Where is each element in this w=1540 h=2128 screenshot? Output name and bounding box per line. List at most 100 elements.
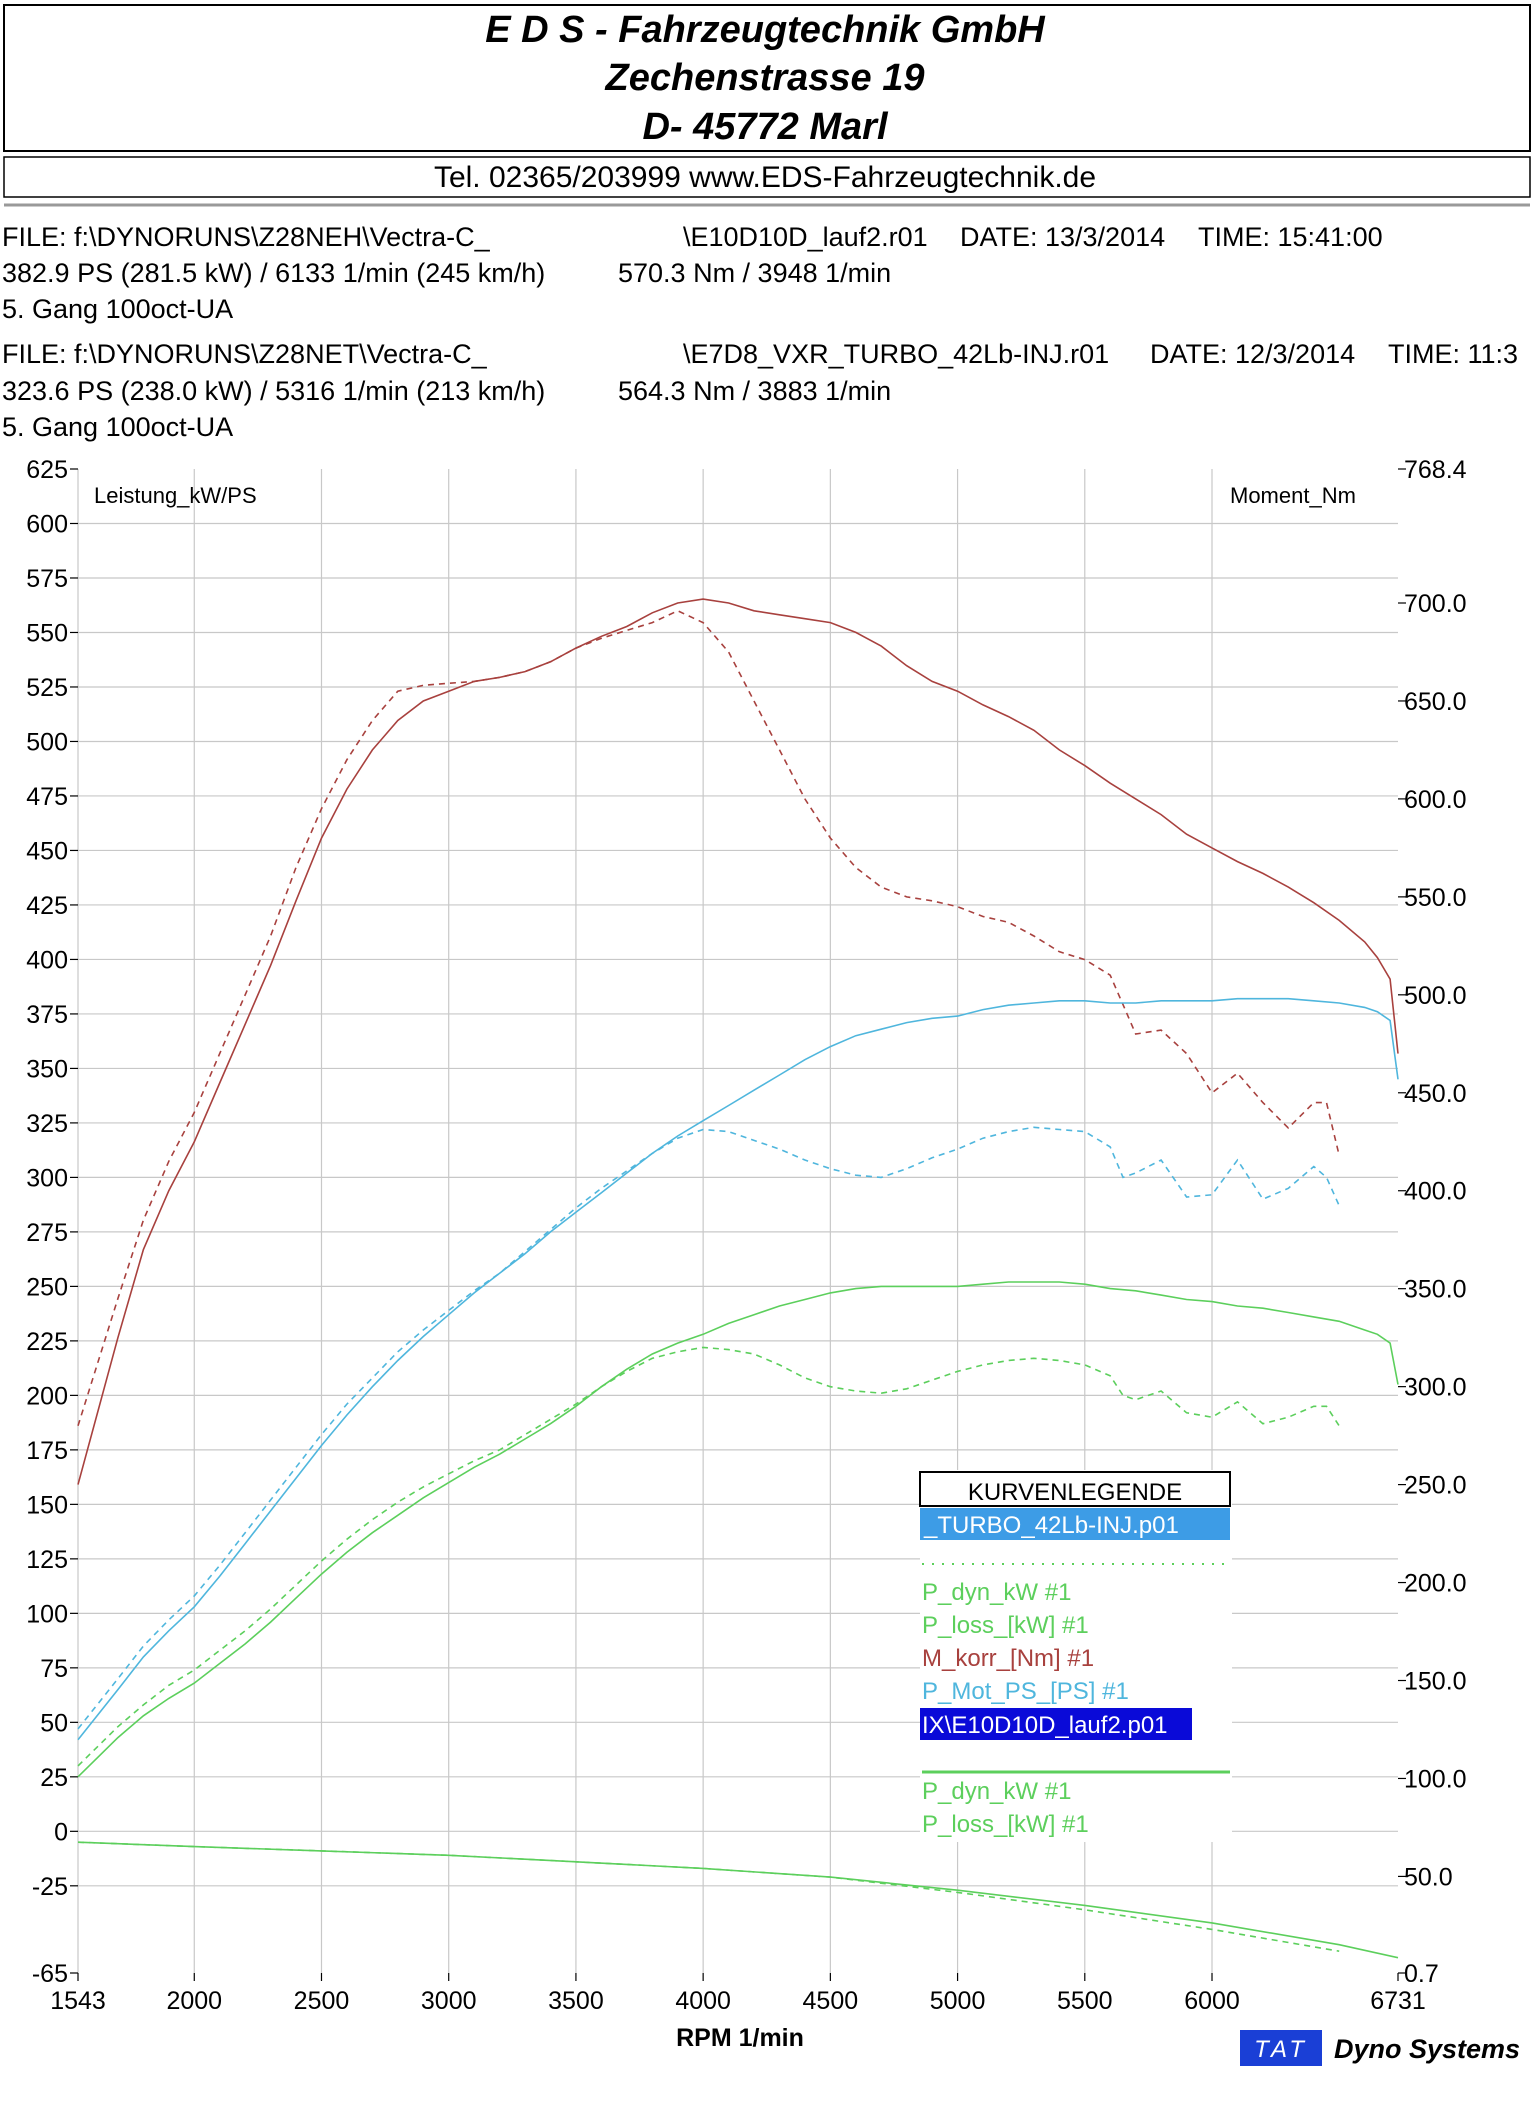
run1-power: 382.9 PS (281.5 kW) / 6133 1/min (245 km… — [2, 258, 545, 288]
y-left-tick-label: 275 — [26, 1219, 68, 1247]
y-left-tick-label: 400 — [26, 946, 68, 974]
y-left-tick-label: 575 — [26, 565, 68, 593]
tat-badge-text: TAT — [1254, 2036, 1308, 2063]
run2-power: 323.6 PS (238.0 kW) / 5316 1/min (213 km… — [2, 376, 545, 406]
y-left-tick-label: 350 — [26, 1055, 68, 1083]
x-tick-label: 4500 — [803, 1987, 859, 2015]
y-right-tick-label: 450.0 — [1404, 1080, 1467, 1108]
company-city: D- 45772 Marl — [642, 106, 888, 148]
run-info-2: FILE: f:\DYNORUNS\Z28NET\Vectra-C_ \E7D8… — [2, 339, 1518, 442]
run2-date: DATE: 12/3/2014 — [1150, 339, 1355, 369]
x-tick-label: 4000 — [675, 1987, 731, 2015]
y-left-tick-label: 475 — [26, 783, 68, 811]
y-left-tick-label: 325 — [26, 1110, 68, 1138]
run1-file-tail: \E10D10D_lauf2.r01 — [683, 222, 928, 252]
company-header: E D S - Fahrzeugtechnik GmbH Zechenstras… — [3, 4, 1531, 207]
legend-title-box — [919, 1471, 1231, 1507]
legend-item-p-loss-2: P_loss_[kW] #1 — [922, 1811, 1089, 1838]
run2-gear: 5. Gang 100oct-UA — [2, 412, 233, 442]
legend-item-p-loss-1: P_loss_[kW] #1 — [922, 1612, 1089, 1639]
legend-file2-name: IX\E10D10D_lauf2.p01 — [922, 1712, 1168, 1739]
run1-torque: 570.3 Nm / 3948 1/min — [618, 258, 891, 288]
y-left-tick-label: 225 — [26, 1328, 68, 1356]
right-axis-label: Moment_Nm — [1230, 483, 1356, 508]
run2-file-tail: \E7D8_VXR_TURBO_42Lb-INJ.r01 — [683, 339, 1109, 369]
series-p-mot-ps-ps-1-solid — [77, 997, 1399, 1741]
y-left-tick-label: 100 — [26, 1600, 68, 1628]
x-tick-label: 3000 — [421, 1987, 477, 2015]
y-left-tick-label: 25 — [40, 1764, 68, 1792]
y-right-tick-label: 250.0 — [1404, 1472, 1467, 1500]
dyno-systems-text: Dyno Systems — [1334, 2034, 1520, 2064]
y-right-tick-label: 650.0 — [1404, 688, 1467, 716]
dyno-brand: TAT Dyno Systems — [1240, 2030, 1520, 2066]
y-left-tick-label: 450 — [26, 837, 68, 865]
y-right-tick-label: 768.4 — [1404, 456, 1467, 484]
y-left-tick-label: 300 — [26, 1164, 68, 1192]
legend-file1-bar — [920, 1508, 1230, 1540]
x-tick-label: 2000 — [166, 1987, 222, 2015]
series-p-dyn-kw-2-dashed — [77, 1346, 1340, 1767]
series-m-korr-nm-2-dashed — [77, 609, 1340, 1427]
chart-series — [77, 598, 1399, 1959]
y-right-tick-label: 500.0 — [1404, 982, 1467, 1010]
y-right-tick-label: 350.0 — [1404, 1276, 1467, 1304]
run-info-1: FILE: f:\DYNORUNS\Z28NEH\Vectra-C_ \E10D… — [2, 222, 1383, 324]
y-left-tick-label: 625 — [26, 456, 68, 484]
y-right-tick-label: 300.0 — [1404, 1374, 1467, 1402]
x-tick-label: 1543 — [50, 1987, 106, 2015]
curve-legend: KURVENLEGENDE _TURBO_42Lb-INJ.p01 P_dyn_… — [919, 1470, 1232, 1842]
run1-date: DATE: 13/3/2014 — [960, 222, 1165, 252]
run1-time: TIME: 15:41:00 — [1198, 222, 1383, 252]
legend-file2-bar — [920, 1708, 1192, 1740]
x-tick-label: 3500 — [548, 1987, 604, 2015]
legend-item-m-korr-1: M_korr_[Nm] #1 — [922, 1645, 1094, 1672]
company-street: Zechenstrasse 19 — [605, 57, 925, 99]
y-left-tick-label: 125 — [26, 1546, 68, 1574]
series-m-korr-nm-1-solid — [77, 598, 1399, 1485]
run2-time: TIME: 11:3 — [1388, 339, 1518, 369]
chart-axes: 6256005755505255004754504254003753503253… — [26, 456, 1466, 2015]
series-p-dyn-kw-1-solid — [77, 1281, 1399, 1778]
run1-file: FILE: f:\DYNORUNS\Z28NEH\Vectra-C_ — [2, 222, 491, 252]
y-left-tick-label: 0 — [54, 1818, 68, 1846]
y-right-tick-label: 400.0 — [1404, 1178, 1467, 1206]
x-tick-label: 5500 — [1057, 1987, 1113, 2015]
y-left-tick-label: 175 — [26, 1437, 68, 1465]
y-left-tick-label: 525 — [26, 674, 68, 702]
y-left-tick-label: 375 — [26, 1001, 68, 1029]
y-left-tick-label: 50 — [40, 1709, 68, 1737]
left-axis-label: Leistung_kW/PS — [94, 483, 257, 508]
y-left-tick-label: 550 — [26, 619, 68, 647]
run2-torque: 564.3 Nm / 3883 1/min — [618, 376, 891, 406]
run1-gear: 5. Gang 100oct-UA — [2, 294, 233, 324]
y-right-tick-label: 0.7 — [1404, 1960, 1439, 1988]
series-p-loss-kw-2-dashed — [77, 1841, 1340, 1952]
legend-title: KURVENLEGENDE — [968, 1479, 1182, 1506]
legend-item-p-mot-ps-1: P_Mot_PS_[PS] #1 — [922, 1678, 1129, 1705]
legend-file1-name: _TURBO_42Lb-INJ.p01 — [923, 1512, 1179, 1539]
y-right-tick-label: 200.0 — [1404, 1570, 1467, 1598]
tat-badge — [1240, 2030, 1322, 2066]
y-right-tick-label: 50.0 — [1404, 1863, 1453, 1891]
legend-item-p-dyn-1: P_dyn_kW #1 — [922, 1579, 1071, 1606]
x-tick-label: 5000 — [930, 1987, 986, 2015]
x-tick-label: 6731 — [1370, 1987, 1426, 2015]
series-p-mot-ps-ps-2-dashed — [77, 1126, 1340, 1730]
y-left-tick-label: -65 — [32, 1960, 68, 1988]
y-right-tick-label: 600.0 — [1404, 786, 1467, 814]
x-tick-label: 2500 — [294, 1987, 350, 2015]
series-p-loss-kw-1-solid — [77, 1841, 1399, 1959]
y-left-tick-label: 425 — [26, 892, 68, 920]
company-name: E D S - Fahrzeugtechnik GmbH — [485, 9, 1046, 51]
y-left-tick-label: 150 — [26, 1491, 68, 1519]
company-contact: Tel. 02365/203999 www.EDS-Fahrzeugtechni… — [434, 161, 1096, 194]
y-right-tick-label: 150.0 — [1404, 1668, 1467, 1696]
x-tick-label: 6000 — [1184, 1987, 1240, 2015]
y-left-tick-label: 75 — [40, 1655, 68, 1683]
y-left-tick-label: 200 — [26, 1382, 68, 1410]
x-axis-label: RPM 1/min — [676, 2024, 804, 2052]
y-right-tick-label: 550.0 — [1404, 884, 1467, 912]
